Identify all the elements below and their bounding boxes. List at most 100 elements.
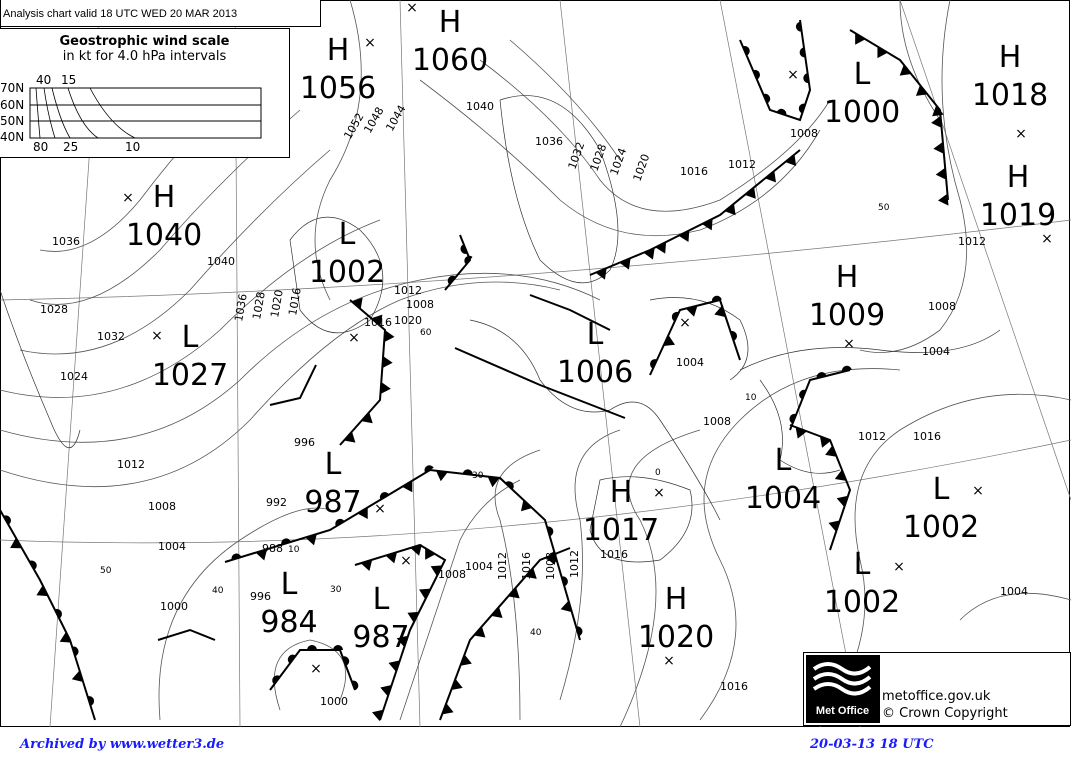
copyright: © Crown Copyright (882, 706, 1008, 721)
warm-front-semicircle (798, 103, 806, 114)
isobar-label: 1012 (496, 552, 509, 580)
centre-pressure: 1002 (824, 585, 900, 620)
warm-front-semicircle (3, 515, 11, 525)
centre-cross-icon: × (893, 559, 905, 575)
isobar-label: 1012 (568, 550, 581, 578)
warm-front-semicircle (789, 413, 797, 424)
isobar-label: 1012 (728, 158, 756, 171)
speed-label: 40 (36, 73, 51, 87)
isobar-label: 1004 (1000, 585, 1028, 598)
warm-front-semicircle (464, 255, 473, 265)
lat-label: 50N (0, 114, 24, 128)
isobar-label: 1020 (394, 314, 422, 327)
centre-type: L (933, 472, 950, 507)
warm-front-semicircle (231, 553, 242, 560)
cold-front-triangle (935, 167, 947, 180)
cold-front-triangle (442, 703, 454, 715)
latitude-label: 40 (212, 586, 224, 596)
isobar-label: 1016 (913, 430, 941, 443)
centre-pressure: 1027 (152, 358, 228, 393)
isobar-label: 1004 (676, 356, 704, 369)
isobar-label: 1008 (790, 127, 818, 140)
cold-front (789, 424, 852, 551)
isobar-label: 1016 (286, 287, 304, 317)
warm-front-semicircle (281, 538, 292, 545)
centre-pressure: 1040 (126, 218, 202, 253)
cold-front-triangle (351, 297, 363, 310)
cold-front-triangle (560, 600, 572, 613)
isobar-label: 992 (266, 496, 287, 509)
isobar-label: 996 (250, 590, 271, 603)
centre-pressure: 1020 (638, 620, 714, 655)
isobar-label: 1032 (97, 330, 125, 343)
warm-front-semicircle (671, 311, 679, 322)
warm-front-semicircle (72, 646, 79, 657)
warm-front-semicircle (576, 626, 583, 637)
warm-front-semicircle (799, 389, 806, 400)
cold-front-triangle (765, 170, 776, 183)
centre-cross-icon: × (1041, 231, 1053, 247)
latitude-label: 40 (530, 628, 542, 638)
centre-cross-icon: × (843, 336, 855, 352)
centre-pressure: 1004 (745, 481, 821, 516)
warm-front-semicircle (342, 656, 350, 666)
cold-front-triangle (643, 248, 655, 260)
cold-front-triangle (828, 520, 840, 532)
centre-pressure: 1019 (980, 198, 1056, 233)
cold-front-triangle (372, 709, 384, 722)
warm-front-semicircle (333, 645, 343, 650)
cold-front-triangle (402, 480, 413, 493)
centre-pressure: 984 (260, 605, 317, 640)
cold-front-triangle (685, 305, 698, 317)
cold-front (439, 547, 571, 721)
cold-front (849, 29, 949, 206)
isobar-label: 996 (294, 436, 315, 449)
latitude-label: 0 (655, 468, 661, 478)
occl-front (649, 295, 741, 376)
plain-front (529, 294, 611, 331)
centre-type: L (775, 443, 792, 478)
latitude-label: 30 (330, 585, 342, 595)
cold-front-triangle (834, 469, 847, 481)
cold-front-triangle (545, 553, 557, 565)
isobar-label: 988 (262, 542, 283, 555)
isobar-label: 1004 (465, 560, 493, 573)
warm-front-semicircle (272, 675, 281, 685)
wind-scale-subtitle: in kt for 4.0 hPa intervals (62, 49, 227, 64)
cold-front (354, 543, 447, 722)
cold-front-triangle (487, 476, 500, 488)
isobar-label: 1028 (250, 291, 268, 321)
warm-front-semicircle (287, 654, 296, 664)
cold-front-triangle (396, 635, 409, 648)
lat-label: 60N (0, 98, 24, 112)
plain-front (269, 364, 317, 406)
centre-cross-icon: × (400, 553, 412, 569)
centre-cross-icon: × (122, 190, 134, 206)
cold-front-triangle (855, 33, 866, 45)
warm-front (269, 645, 359, 691)
cold-front-triangle (663, 335, 676, 346)
centre-pressure: 1009 (809, 298, 885, 333)
centre-cross-icon: × (653, 485, 665, 501)
cold-front-triangle (714, 305, 726, 318)
cold-front-triangle (915, 84, 928, 96)
archive-credit[interactable]: Archived by www.wetter3.de (20, 737, 225, 752)
centre-cross-icon: × (679, 315, 691, 331)
lat-label: 70N (0, 81, 24, 95)
cold-front-triangle (425, 548, 436, 560)
warm-front-semicircle (29, 560, 37, 570)
cold-front-triangle (388, 660, 400, 672)
occl-front (0, 509, 96, 721)
warm-front (789, 365, 852, 431)
cold-front-triangle (451, 678, 463, 691)
